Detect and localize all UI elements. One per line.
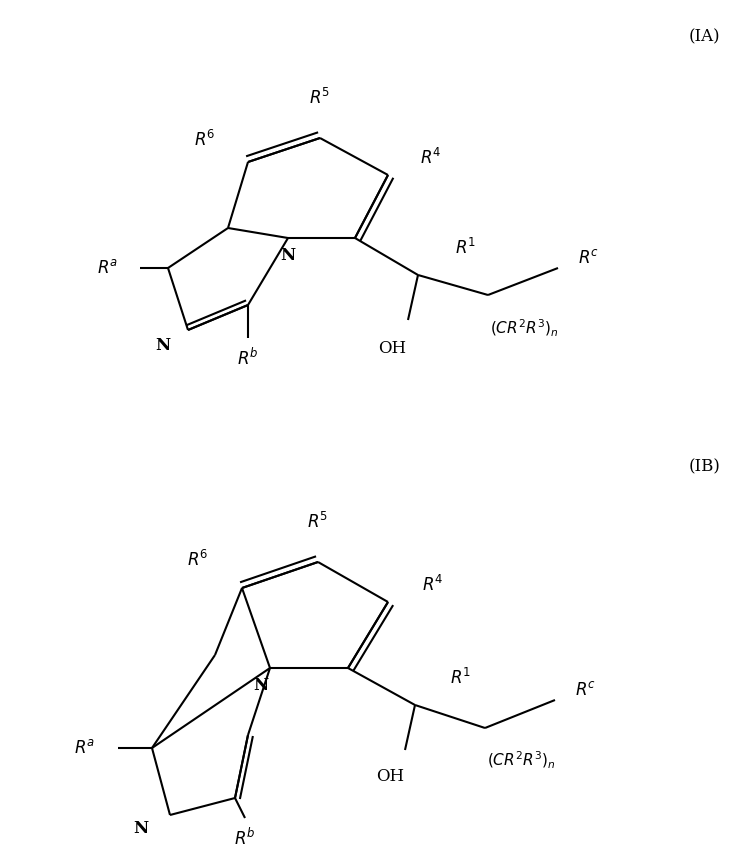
Text: N: N: [155, 337, 170, 353]
Text: N: N: [280, 246, 296, 263]
Text: $R^4$: $R^4$: [422, 575, 443, 595]
Text: (IA): (IA): [688, 28, 720, 45]
Text: $R^6$: $R^6$: [187, 550, 208, 570]
Text: $R^5$: $R^5$: [310, 88, 330, 108]
Text: $R^1$: $R^1$: [455, 238, 476, 258]
Text: $R^1$: $R^1$: [450, 668, 471, 688]
Text: $R^b$: $R^b$: [237, 348, 259, 369]
Text: (IB): (IB): [688, 458, 720, 475]
Text: N: N: [133, 819, 148, 836]
Text: OH: OH: [376, 768, 404, 785]
Text: $(CR^2R^3)_n$: $(CR^2R^3)_n$: [490, 318, 559, 339]
Text: $R^a$: $R^a$: [97, 259, 118, 277]
Text: $(CR^2R^3)_n$: $(CR^2R^3)_n$: [487, 750, 556, 771]
Text: $R^a$: $R^a$: [74, 739, 95, 757]
Text: $R^b$: $R^b$: [234, 828, 256, 849]
Text: N: N: [253, 676, 268, 693]
Text: OH: OH: [378, 340, 406, 357]
Text: $R^c$: $R^c$: [578, 249, 599, 267]
Text: $R^c$: $R^c$: [575, 681, 596, 699]
Text: $R^5$: $R^5$: [307, 512, 329, 532]
Text: $R^4$: $R^4$: [420, 148, 441, 168]
Text: $R^6$: $R^6$: [194, 130, 215, 150]
